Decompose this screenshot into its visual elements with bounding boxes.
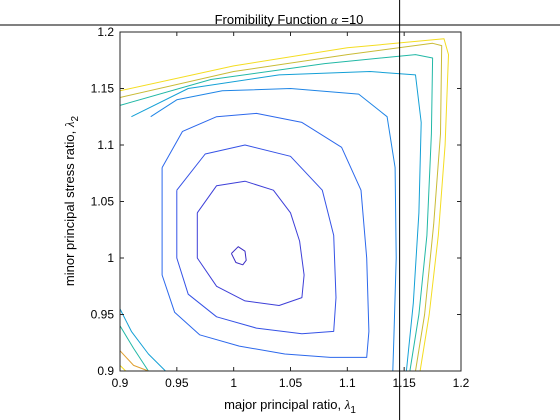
x-tick-label: 1.05	[279, 376, 303, 390]
x-axis-label: major principal ratio, λ1	[224, 397, 356, 416]
axes-box	[119, 31, 462, 372]
plot-area	[119, 38, 449, 372]
contour-line-8	[119, 54, 434, 372]
tick-labels: 0.9 0.95 1 1.05 1.1 1.15 1.2 0.9 0.95 1 1.05 1.1 1.1…	[91, 25, 470, 390]
contour-line-12	[119, 38, 449, 372]
contour-line-5	[150, 88, 397, 372]
contour-line-6	[131, 71, 422, 372]
plot-title: Fromibility Function α =10	[215, 12, 364, 27]
y-tick-label: 1.05	[91, 195, 115, 209]
y-tick-label: 0.95	[91, 308, 115, 322]
contour-line-9	[119, 325, 149, 372]
contour-line-7	[119, 308, 166, 372]
y-tick-label: 1.1	[97, 138, 114, 152]
contour-line-13	[119, 365, 127, 372]
x-tick-label: 0.95	[165, 376, 189, 390]
x-tick-label: 1.1	[339, 376, 356, 390]
x-tick-label: 0.9	[112, 376, 129, 390]
contour-line-11	[119, 350, 149, 372]
y-tick-label: 1.15	[91, 82, 115, 96]
contour-line-10	[119, 42, 443, 372]
contour-line-3	[176, 144, 337, 335]
y-axis-label: minor principal stress ratio, λ2	[62, 115, 81, 286]
x-tick-label: 1.15	[392, 376, 416, 390]
y-tick-label: 1	[107, 251, 114, 265]
y-tick-label: 0.9	[97, 364, 114, 378]
contour-line-1	[230, 246, 247, 266]
y-tick-label: 1.2	[97, 25, 114, 39]
x-tick-label: 1	[230, 376, 237, 390]
contour-line-2	[196, 180, 305, 306]
contour-line-4	[161, 112, 370, 358]
x-tick-label: 1.2	[453, 376, 470, 390]
